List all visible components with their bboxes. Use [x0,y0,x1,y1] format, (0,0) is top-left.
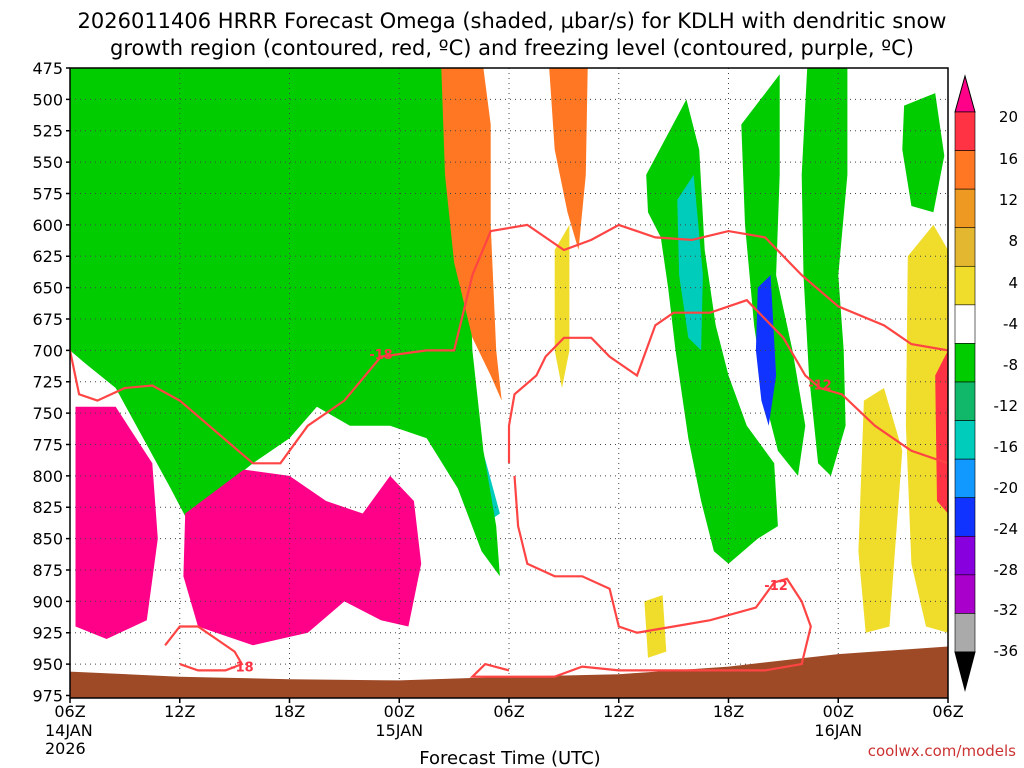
colorbar-label-12: -32 [994,601,1019,619]
y-tick-label-900: 900 [32,592,63,611]
colorbar-label-9: -20 [994,479,1019,497]
y-tick-label-625: 625 [32,247,63,266]
colorbar-bin-5 [954,304,976,344]
x-tick-label-36: 18Z [713,702,744,721]
colorbar-label-1: 16 [999,150,1018,168]
y-axis: 475 500 525 550 575 600 625 650 675 700 725 750 775 8… [32,59,70,705]
x-year-label: 2026 [45,739,86,758]
x-tick-label-24: 06Z [493,702,524,721]
omega-shading-layer [70,68,948,658]
y-tick-label-600: 600 [32,216,63,235]
dgz-contour-2 [469,475,812,678]
colorbar: 20 16 12 8 4 -4 -8 -12 -16 -20 -24 -28 -32 -36 [954,74,1019,692]
y-tick-label-875: 875 [32,561,63,580]
y-tick-label-825: 825 [32,498,63,517]
x-tick-label-48: 06Z [932,702,963,721]
colorbar-bin-10 [954,497,976,537]
y-tick-label-475: 475 [32,59,63,78]
x-tick-label-30: 12Z [603,702,634,721]
credit-text: coolwx.com/models [868,742,1016,760]
colorbar-label-10: -24 [994,520,1019,538]
colorbar-bin-4 [954,265,976,306]
colorbar-bin-0 [954,111,976,151]
y-tick-label-550: 550 [32,153,63,172]
colorbar-bin-11 [954,535,976,576]
x-tick-label-0: 06Z [54,702,85,721]
colorbar-label-4: 4 [1008,274,1018,292]
y-tick-label-500: 500 [32,90,63,109]
colorbar-bin-2 [954,188,976,229]
colorbar-bin-7 [954,381,976,421]
x-tick-label-12: 18Z [274,702,305,721]
omega-region-17 [905,224,948,633]
colorbar-bottom-arrow [954,651,976,692]
y-tick-label-800: 800 [32,467,63,486]
colorbar-bin-1 [954,150,976,190]
colorbar-bin-6 [954,343,976,383]
colorbar-bin-12 [954,574,976,614]
y-tick-label-525: 525 [32,122,63,141]
dgz-contour-label-1: -12 [808,378,832,393]
y-tick-label-925: 925 [32,624,63,643]
y-tick-label-650: 650 [32,279,63,298]
dgz-contour-layer: -18 -12 -12 -18 [70,223,948,678]
omega-region-12 [801,68,848,476]
colorbar-top-arrow [954,74,976,113]
colorbar-label-3: 8 [1008,232,1018,250]
dgz-contour-0 [70,223,948,465]
x-date-label-42: 16JAN [814,721,862,740]
y-tick-label-700: 700 [32,341,63,360]
omega-region-4 [70,68,500,577]
omega-region-11 [741,74,806,476]
y-tick-label-575: 575 [32,184,63,203]
y-tick-label-975: 975 [32,686,63,705]
y-tick-label-850: 850 [32,530,63,549]
y-tick-label-950: 950 [32,655,63,674]
x-axis-label: Forecast Time (UTC) [419,748,600,768]
colorbar-label-13: -36 [994,642,1019,660]
terrain-layer [70,646,948,698]
omega-region-8 [441,68,502,401]
x-tick-label-18: 00Z [384,702,415,721]
colorbar-bin-8 [954,420,976,460]
x-tick-label-42: 00Z [823,702,854,721]
omega-region-18 [935,350,948,514]
dgz-contour-3 [164,625,244,672]
omega-region-6 [183,469,422,646]
dgz-contour-label-0: -18 [369,348,393,363]
x-date-label-18: 15JAN [375,721,423,740]
omega-region-14 [677,174,703,351]
chart-title-line1: 2026011406 HRRR Forecast Omega (shaded, … [78,9,947,33]
omega-region-13 [902,93,945,213]
dgz-contour-label-3: -18 [230,661,254,676]
y-tick-label-675: 675 [32,310,63,329]
colorbar-label-2: 12 [999,191,1018,209]
colorbar-label-0: 20 [999,108,1018,126]
colorbar-label-8: -16 [994,438,1019,456]
x-tick-label-6: 12Z [164,702,195,721]
colorbar-label-6: -8 [1003,356,1018,374]
colorbar-label-11: -28 [994,561,1019,579]
omega-region-19 [554,224,570,388]
terrain-surface [70,646,948,698]
colorbar-label-5: -4 [1003,315,1018,333]
x-date-label-0: 14JAN [45,721,93,740]
y-tick-label-775: 775 [32,435,63,454]
colorbar-label-7: -12 [994,397,1019,415]
dgz-contour-label-2: -12 [764,579,788,594]
omega-region-9 [549,68,588,250]
omega-region-20 [644,595,667,658]
colorbar-bin-3 [954,227,976,267]
y-tick-label-725: 725 [32,373,63,392]
colorbar-bin-9 [954,458,976,499]
chart-title-line2: growth region (contoured, red, ºC) and f… [110,36,914,60]
dgz-contour-1 [507,298,948,465]
omega-region-5 [75,406,158,639]
omega-region-16 [858,388,903,633]
y-tick-label-750: 750 [32,404,63,423]
colorbar-bin-13 [954,613,976,653]
